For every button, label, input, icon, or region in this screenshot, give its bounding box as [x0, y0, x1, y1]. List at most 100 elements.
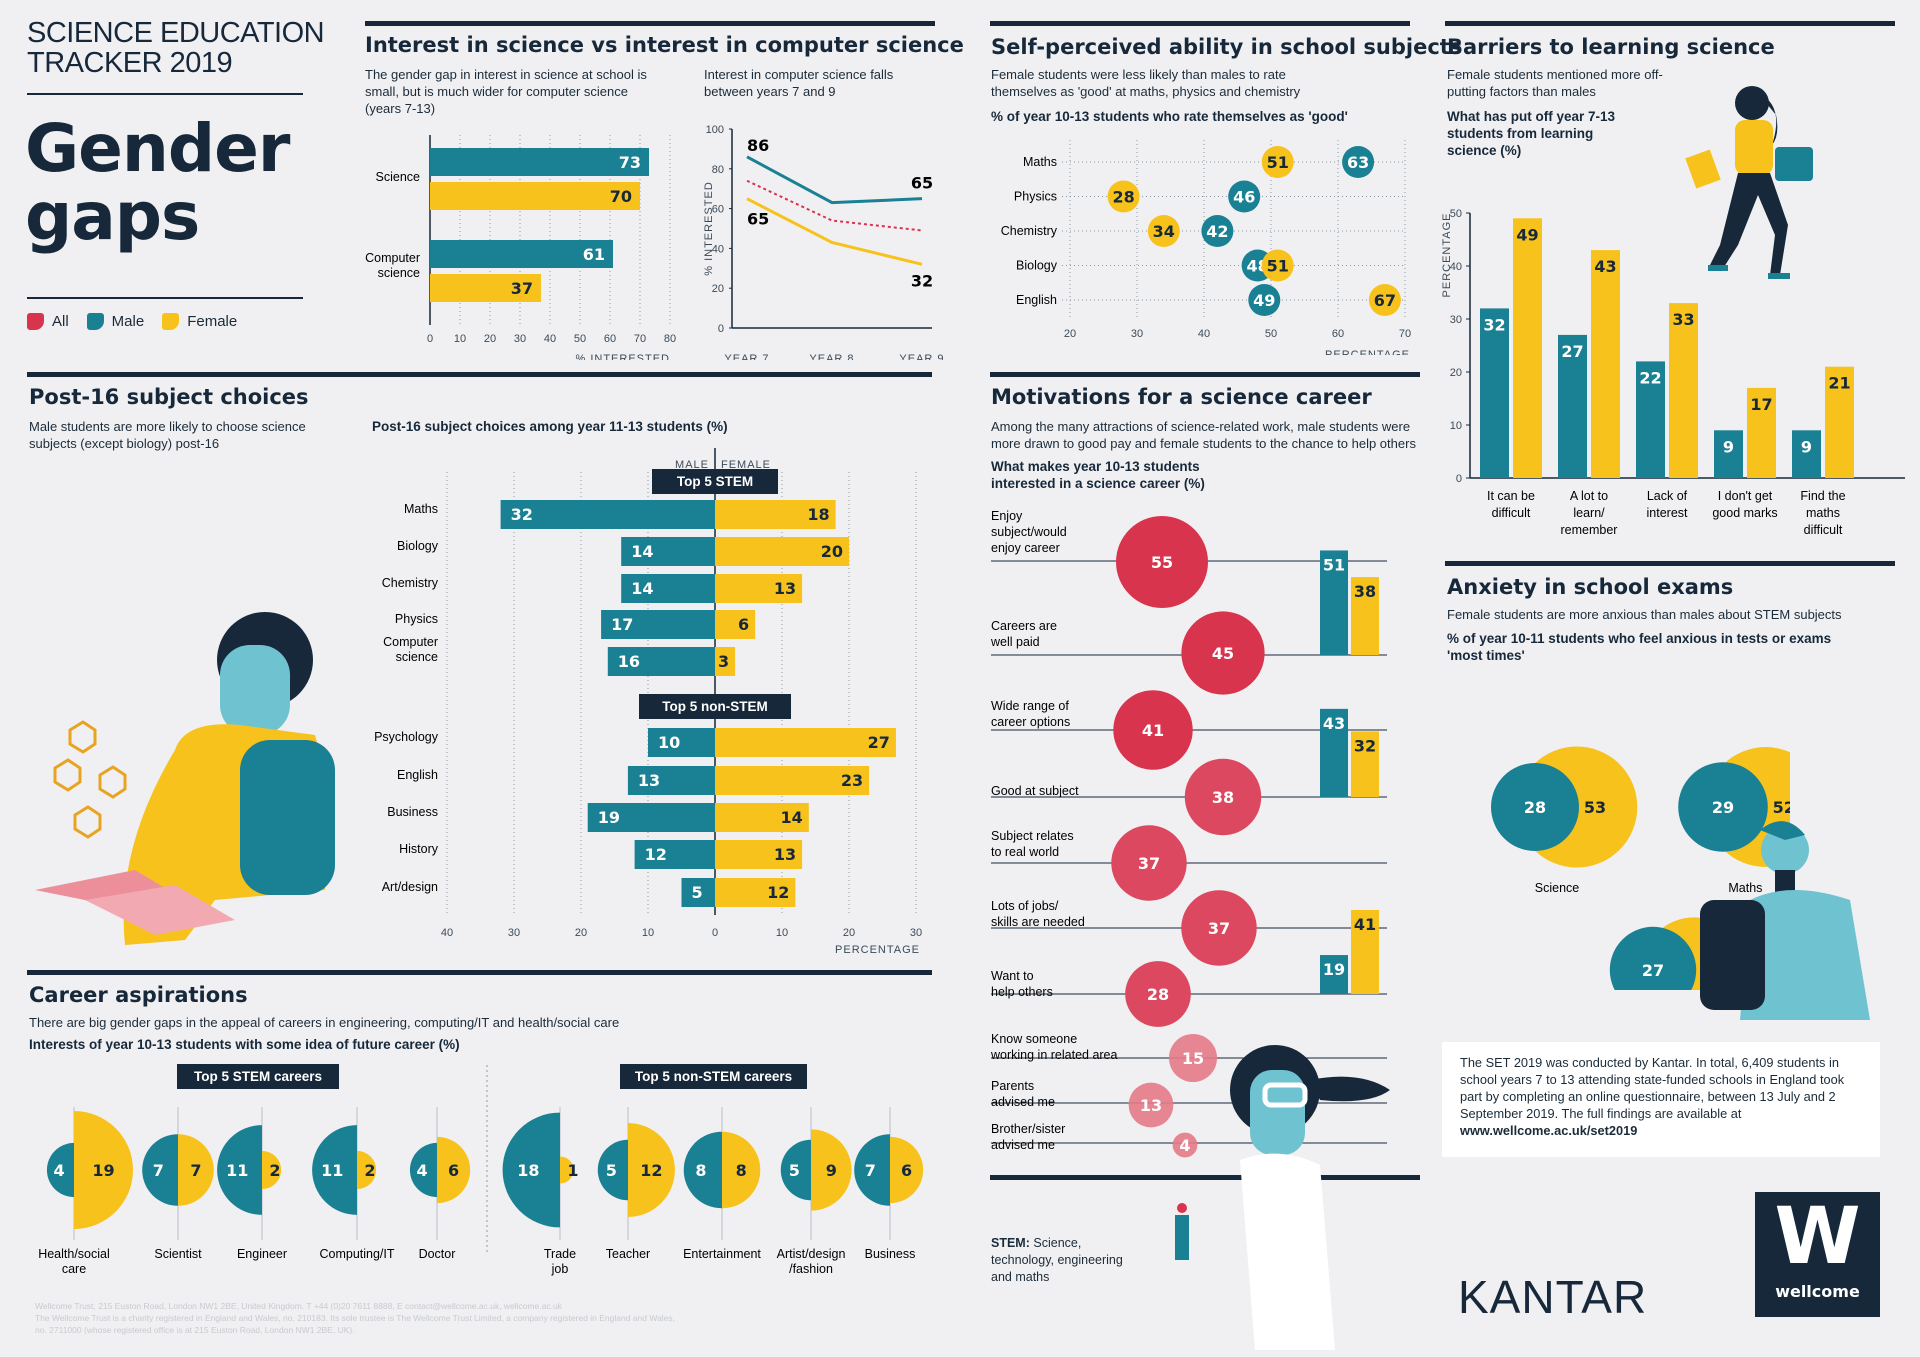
- bubble-value-label: 15: [1182, 1049, 1204, 1068]
- motivations-bubble-chart: Enjoy subject/would enjoy career 55 Careers …: [990, 509, 1387, 1158]
- pair-value-label: 32: [1354, 736, 1376, 755]
- student-walking-illustration: [1685, 86, 1813, 279]
- bubble-enjoy-subject-would-enjoy-career: [1116, 516, 1208, 608]
- venn-value-label: 27: [1642, 961, 1664, 980]
- x-tick-label: 10: [642, 927, 654, 939]
- semicircle-value-label: 5: [789, 1161, 800, 1180]
- barriers-subtitle: What has put off year 7-13 students from…: [1447, 109, 1616, 158]
- bar-female-i-don-t-get-good-marks: [1747, 387, 1776, 478]
- bar-female-history: [715, 840, 803, 869]
- semicircle-female-doctor: [437, 1136, 471, 1204]
- y-tick-label: 40: [1450, 261, 1462, 273]
- x-tick-label: 50: [574, 333, 586, 345]
- semicircle-value-label: 9: [826, 1161, 837, 1180]
- semicircle-male-engineer: [217, 1125, 262, 1215]
- semicircle-female-artist-design-fashion: [811, 1129, 852, 1211]
- semicircle-male-trade-job: [502, 1112, 560, 1228]
- interest-bar-chart: 0 10 20 30 40 50 60 70 80 % INTERESTED Science 73 70…: [365, 135, 676, 360]
- category-label-teacher: Teacher: [606, 1247, 650, 1261]
- page-title: Gender gaps: [25, 115, 290, 251]
- bar-male-i-don-t-get-good-marks: [1714, 430, 1743, 478]
- line-label-male-start: 86: [747, 136, 769, 155]
- bar-value-label: 14: [631, 579, 653, 598]
- legend-label-female: Female: [187, 313, 238, 330]
- footer-line-3: no. 2711000 (whose registered office is …: [35, 1325, 355, 1335]
- y-axis-label: % INTERESTED: [703, 181, 715, 276]
- venn-male-english: [1609, 926, 1697, 990]
- semicircle-value-label: 4: [54, 1161, 65, 1180]
- semicircle-value-label: 8: [736, 1161, 747, 1180]
- bubble-value-label: 37: [1208, 919, 1230, 938]
- bar-value-label: 61: [583, 245, 605, 264]
- legend-swatch-female: [162, 313, 180, 330]
- semicircle-female-engineer: [262, 1150, 282, 1190]
- bar-value-label: 14: [631, 542, 653, 561]
- category-label-english: English: [397, 768, 438, 782]
- line-label-male-end: 65: [911, 174, 933, 193]
- y-tick-label: 10: [1450, 420, 1462, 432]
- dot-value-label: 51: [1267, 153, 1289, 172]
- category-label-english: English: [1016, 293, 1057, 307]
- dot-female-maths: [1261, 146, 1294, 178]
- category-label-find-the-maths-difficult: Find the maths difficult: [1800, 489, 1845, 537]
- category-label-enjoy-subject-would-enjoy-career: Enjoy subject/would enjoy career: [991, 509, 1067, 555]
- footer: Wellcome Trust, 215 Euston Road, London …: [35, 1300, 675, 1336]
- semicircle-male-business: [854, 1134, 890, 1206]
- x-tick-label: 10: [776, 927, 788, 939]
- legend-swatch-male: [86, 313, 104, 330]
- post16-desc: Male students are more likely to choose …: [29, 419, 306, 451]
- category-label-brother-sister-advised-me: Brother/sister advised me: [991, 1122, 1065, 1152]
- pair-value-label: 19: [1323, 960, 1345, 979]
- kantar-logo: KANTAR: [1458, 1270, 1647, 1324]
- category-label-want-to-help-others: Want to help others: [991, 969, 1053, 999]
- careers-rule: [27, 970, 932, 975]
- bar-female-maths: [715, 500, 836, 529]
- bar-value-label: 20: [821, 542, 843, 561]
- category-label-chemistry: Chemistry: [1001, 224, 1058, 238]
- ability-dot-chart: 20 30 40 50 60 70 PERCENTAGE Maths 63 51 Physics 46…: [1001, 140, 1411, 355]
- bar-value-label: 18: [807, 505, 829, 524]
- bar-value-label: 32: [1483, 315, 1505, 334]
- semicircle-value-label: 6: [901, 1161, 912, 1180]
- tracker-title-line1: SCIENCE EDUCATION: [27, 17, 325, 49]
- bar-value-label: 12: [767, 883, 789, 902]
- top5-nonstem-careers-header-bg: [620, 1064, 807, 1089]
- semicircle-value-label: 7: [865, 1161, 876, 1180]
- category-label-history: History: [399, 842, 439, 856]
- pair-bar-male: [1320, 708, 1348, 797]
- dot-male-maths: [1342, 146, 1375, 178]
- anxiety-venn-chart: 2853Science2952Maths2740English: [1491, 746, 1790, 990]
- legend-label-all: All: [52, 313, 69, 330]
- info-link[interactable]: www.wellcome.ac.uk/set2019: [1460, 1123, 1638, 1138]
- bar-value-label: 14: [781, 808, 803, 827]
- category-label-parents-advised-me: Parents advised me: [991, 1079, 1055, 1109]
- ability-subtitle: % of year 10-13 students who rate themse…: [991, 109, 1348, 124]
- bar-value-label: 21: [1828, 374, 1850, 393]
- y-tick-label: 30: [1450, 314, 1462, 326]
- category-label-careers-are-well-paid: Careers are well paid: [990, 619, 1057, 649]
- semicircle-value-label: 6: [448, 1161, 459, 1180]
- semicircle-value-label: 19: [92, 1161, 114, 1180]
- y-tick-label: 100: [706, 124, 724, 136]
- bubble-careers-are-well-paid: [1181, 611, 1265, 695]
- semicircle-female-health-social-care: [74, 1111, 133, 1229]
- bar-value-label: 13: [638, 771, 660, 790]
- ability-desc: Female students were less likely than ma…: [991, 67, 1301, 99]
- x-tick-label: 60: [604, 333, 616, 345]
- barriers-desc: Female students mentioned more off-putti…: [1447, 67, 1663, 99]
- legend-swatch-all: [27, 313, 44, 330]
- bar-value-label: 16: [618, 652, 640, 671]
- semicircle-male-entertainment: [683, 1131, 722, 1209]
- category-label-health-social-care: Health/social care: [38, 1247, 110, 1276]
- wellcome-logo-w: W: [1774, 1192, 1861, 1282]
- student-reading-illustration: [35, 612, 335, 945]
- anxiety-title: Anxiety in school exams: [1447, 575, 1734, 599]
- category-label-maths: Maths: [1023, 155, 1057, 169]
- bubble-value-label: 37: [1138, 854, 1160, 873]
- x-tick-label: 30: [910, 927, 922, 939]
- x-tick-label: 20: [484, 333, 496, 345]
- semicircle-value-label: 2: [269, 1161, 280, 1180]
- category-label-business: Business: [865, 1247, 916, 1261]
- anxiety-subtitle: % of year 10-11 students who feel anxiou…: [1447, 631, 1832, 663]
- x-tick-label: 0: [427, 333, 433, 345]
